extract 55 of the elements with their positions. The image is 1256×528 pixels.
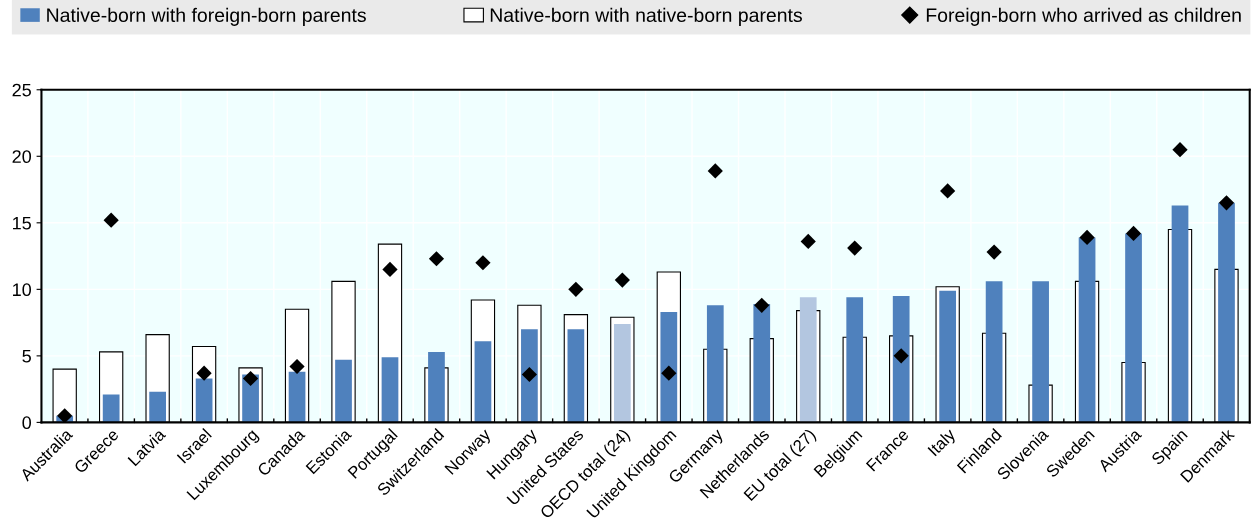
bar	[660, 311, 678, 423]
point	[1125, 225, 1142, 242]
bar	[474, 341, 492, 423]
y-tick-label: 5	[22, 349, 31, 363]
bar	[846, 297, 864, 423]
bar	[706, 305, 724, 423]
point	[521, 366, 538, 383]
point	[707, 163, 723, 179]
point	[196, 365, 212, 381]
bar	[381, 357, 399, 423]
bar	[195, 378, 213, 423]
bar	[892, 296, 910, 423]
point	[428, 251, 445, 267]
point	[57, 408, 73, 423]
point	[1172, 142, 1188, 158]
point	[103, 212, 119, 228]
point	[800, 233, 816, 250]
bar	[1218, 202, 1235, 423]
bar	[753, 303, 771, 423]
point	[382, 261, 398, 277]
bar	[288, 371, 306, 423]
legend-label: Native-born with native-born parents	[490, 7, 802, 26]
y-tick-label: 10	[13, 283, 32, 297]
point	[847, 240, 863, 256]
legend-label: Native-born with foreign-born parents	[47, 7, 366, 26]
point	[289, 358, 305, 375]
bar	[102, 394, 120, 423]
x-tick-label: Italy	[927, 427, 959, 459]
bar	[335, 359, 352, 423]
bar	[1078, 237, 1096, 423]
y-tick-label: 20	[12, 150, 32, 164]
legend-label: Foreign-born who arrived as children	[926, 7, 1241, 26]
point	[614, 272, 630, 288]
point	[1218, 195, 1235, 211]
bar	[567, 329, 585, 423]
point	[661, 365, 677, 381]
y-tick-label: 0	[22, 416, 32, 430]
point	[940, 183, 956, 199]
point	[242, 370, 259, 387]
bar	[521, 329, 538, 423]
bar	[799, 297, 817, 423]
point	[893, 348, 909, 364]
y-tick-label: 25	[12, 83, 31, 97]
point	[754, 297, 770, 313]
point	[986, 244, 1002, 260]
point	[475, 255, 491, 271]
bar	[428, 351, 445, 423]
bar	[149, 391, 166, 423]
bar	[1171, 205, 1189, 423]
y-tick-label: 15	[13, 216, 31, 230]
point	[1079, 229, 1095, 246]
bar	[1032, 281, 1049, 423]
point	[568, 281, 584, 297]
bar	[1125, 233, 1142, 423]
bar	[985, 281, 1003, 423]
